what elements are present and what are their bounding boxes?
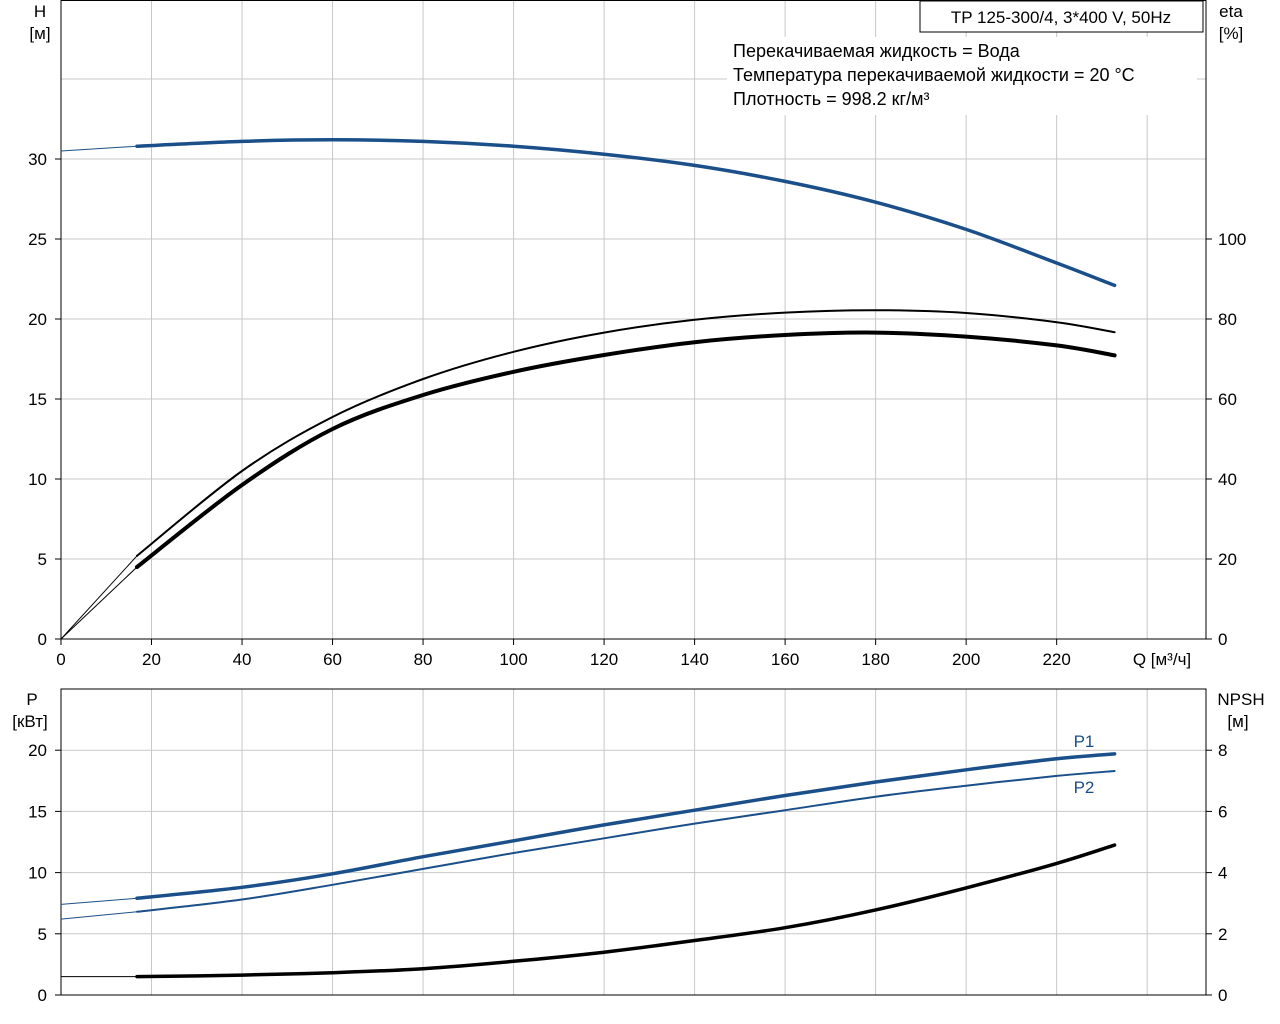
x-tick-label: 0 [56, 650, 65, 669]
x-tick-label: 140 [680, 650, 708, 669]
y-left-axis-label: P [26, 690, 37, 709]
y-left-tick-label: 20 [28, 310, 47, 329]
series-line-H [135, 138, 1117, 288]
y-left-tick-label: 5 [38, 550, 47, 569]
series-line-P1 [135, 752, 1117, 901]
x-tick-label: 40 [233, 650, 252, 669]
y-left-axis-unit: [кВт] [12, 712, 47, 731]
info-line: Перекачиваемая жидкость = Вода [733, 41, 1021, 61]
y-right-tick-label: 100 [1218, 230, 1246, 249]
x-tick-label: 80 [414, 650, 433, 669]
y-right-tick-label: 40 [1218, 470, 1237, 489]
y-left-axis-label: H [34, 2, 46, 21]
series-line-eta_pump [136, 309, 1116, 557]
y-left-tick-label: 0 [38, 630, 47, 649]
y-right-tick-label: 2 [1218, 925, 1227, 944]
y-right-tick-label: 6 [1218, 802, 1227, 821]
y-right-tick-label: 20 [1218, 550, 1237, 569]
x-tick-label: 180 [861, 650, 889, 669]
y-left-tick-label: 15 [28, 390, 47, 409]
y-left-tick-label: 25 [28, 230, 47, 249]
series-label-P2: P2 [1074, 778, 1095, 797]
series-label-P1: P1 [1074, 732, 1095, 751]
y-right-axis-unit: [%] [1219, 24, 1244, 43]
series-extension-eta_pump [60, 555, 138, 640]
x-axis-label: Q [м³/ч] [1133, 650, 1191, 669]
y-right-axis-unit: [м] [1227, 712, 1248, 731]
y-right-tick-label: 60 [1218, 390, 1237, 409]
y-left-tick-label: 5 [38, 925, 47, 944]
chart-title: TP 125-300/4, 3*400 V, 50Hz [951, 8, 1171, 27]
y-right-tick-label: 0 [1218, 986, 1227, 1005]
y-right-axis-label: NPSH [1217, 690, 1264, 709]
y-left-tick-label: 10 [28, 864, 47, 883]
x-tick-label: 160 [771, 650, 799, 669]
x-tick-label: 100 [499, 650, 527, 669]
y-left-axis-unit: [м] [29, 24, 50, 43]
y-left-tick-label: 10 [28, 470, 47, 489]
x-tick-label: 60 [323, 650, 342, 669]
y-left-tick-label: 0 [38, 986, 47, 1005]
series-line-NPSH [135, 843, 1117, 979]
y-right-tick-label: 0 [1218, 630, 1227, 649]
title-box [919, 0, 1204, 33]
x-tick-label: 20 [142, 650, 161, 669]
series-extension-eta_total [60, 566, 138, 640]
series-extension-H [60, 145, 138, 152]
y-right-axis-label: eta [1219, 2, 1243, 21]
info-line: Температура перекачиваемой жидкости = 20… [733, 65, 1135, 85]
plot-frame-top [60, 0, 1207, 640]
info-line: Плотность = 998.2 кг/м³ [733, 89, 929, 109]
series-line-eta_total [135, 330, 1117, 569]
y-right-tick-label: 8 [1218, 741, 1227, 760]
y-right-tick-label: 80 [1218, 310, 1237, 329]
x-tick-label: 120 [590, 650, 618, 669]
y-left-tick-label: 20 [28, 741, 47, 760]
x-tick-label: 200 [952, 650, 980, 669]
y-right-tick-label: 4 [1218, 864, 1227, 883]
series-extension-P2 [60, 911, 138, 920]
y-left-tick-label: 30 [28, 150, 47, 169]
info-box [727, 37, 1197, 115]
plot-frame-bottom [60, 688, 1207, 996]
y-left-tick-label: 15 [28, 802, 47, 821]
series-line-P2 [136, 770, 1116, 913]
x-tick-label: 220 [1042, 650, 1070, 669]
series-extension-P1 [60, 897, 138, 905]
